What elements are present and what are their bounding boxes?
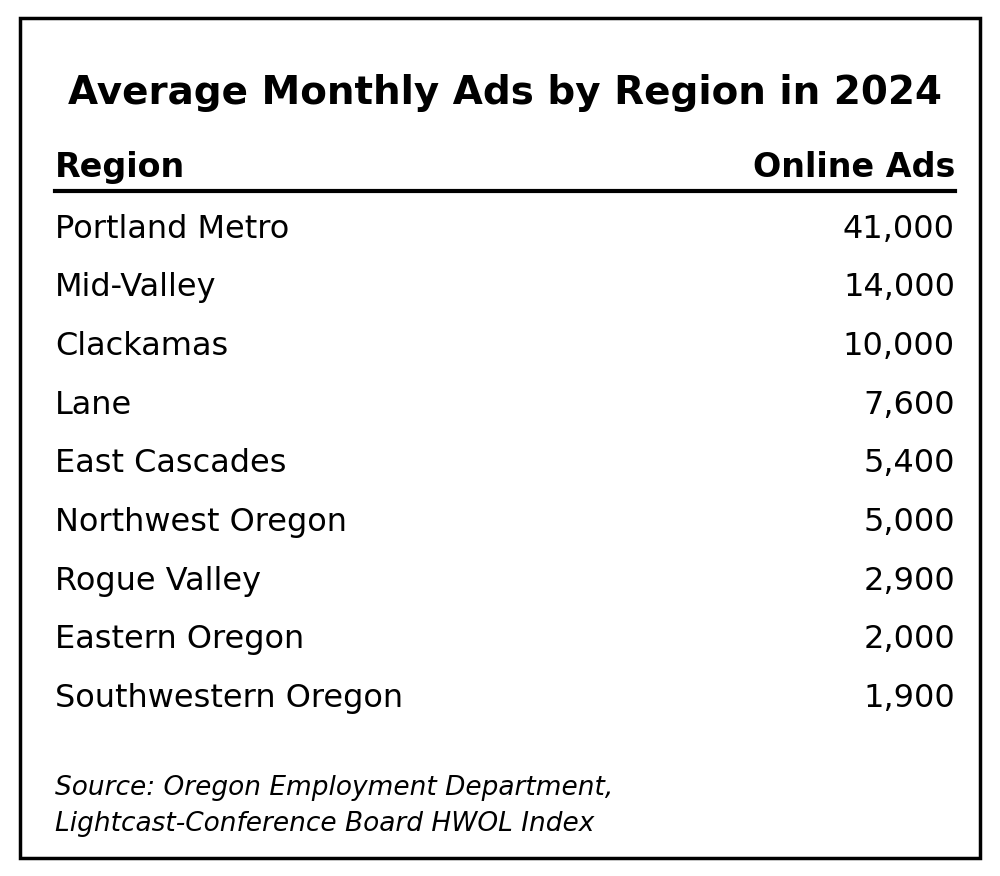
Text: 7,600: 7,600 [863,390,955,420]
Text: 14,000: 14,000 [843,272,955,303]
Text: Southwestern Oregon: Southwestern Oregon [55,683,403,714]
FancyBboxPatch shape [20,18,980,858]
Text: Average Monthly Ads by Region in 2024: Average Monthly Ads by Region in 2024 [68,74,942,112]
Text: Portland Metro: Portland Metro [55,214,289,244]
Text: Region: Region [55,151,185,184]
Text: 41,000: 41,000 [843,214,955,244]
Text: Eastern Oregon: Eastern Oregon [55,625,304,655]
Text: Lane: Lane [55,390,132,420]
Text: 2,900: 2,900 [863,566,955,597]
Text: Source: Oregon Employment Department,
Lightcast-Conference Board HWOL Index: Source: Oregon Employment Department, Li… [55,775,613,837]
Text: 5,000: 5,000 [863,507,955,538]
Text: Northwest Oregon: Northwest Oregon [55,507,347,538]
Text: 10,000: 10,000 [843,331,955,362]
Text: 2,000: 2,000 [863,625,955,655]
Text: 1,900: 1,900 [863,683,955,714]
Text: Clackamas: Clackamas [55,331,228,362]
Text: Mid-Valley: Mid-Valley [55,272,217,303]
Text: 5,400: 5,400 [864,449,955,479]
Text: Rogue Valley: Rogue Valley [55,566,261,597]
Text: East Cascades: East Cascades [55,449,287,479]
Text: Online Ads: Online Ads [753,151,955,184]
